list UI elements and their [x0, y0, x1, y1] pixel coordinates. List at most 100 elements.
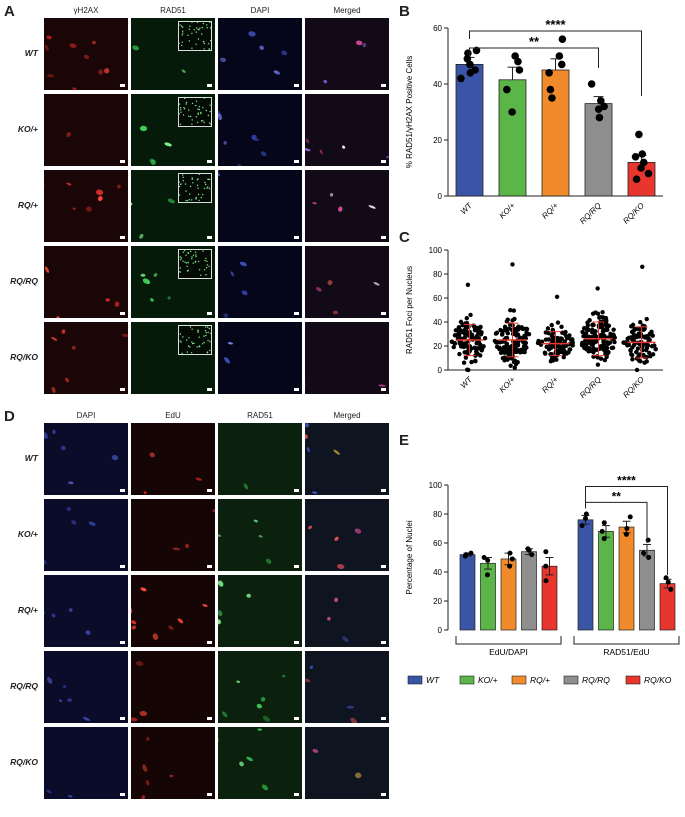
row-label: KO/+ — [17, 124, 38, 134]
focus-dot — [201, 26, 203, 29]
data-point — [597, 315, 602, 320]
row-label: RQ/RQ — [10, 276, 38, 286]
nucleus — [44, 44, 49, 51]
data-point — [650, 333, 655, 338]
y-tick-label: 20 — [433, 136, 442, 145]
data-point — [597, 97, 605, 105]
data-point — [638, 150, 647, 158]
focus-dot — [184, 97, 186, 100]
nucleus — [132, 45, 140, 51]
nucleus — [131, 607, 133, 613]
data-point — [521, 335, 527, 340]
nucleus — [202, 604, 208, 608]
nucleus — [281, 674, 286, 678]
focus-dot — [205, 326, 207, 328]
micrograph-cell — [44, 322, 128, 394]
nucleus — [305, 678, 311, 683]
focus-dot — [180, 257, 183, 259]
focus-dot — [196, 184, 199, 186]
nucleus — [195, 477, 202, 481]
focus-dot — [182, 32, 184, 34]
focus-dot — [184, 183, 187, 185]
nucleus — [61, 329, 66, 334]
data-point — [481, 344, 486, 349]
focus-dot — [191, 199, 193, 201]
significance-bracket — [585, 501, 648, 543]
data-point — [583, 511, 589, 517]
data-point — [555, 348, 561, 353]
row-label: RQ/KO — [10, 352, 38, 362]
focus-dot — [181, 41, 183, 43]
focus-dot — [195, 43, 197, 45]
data-point — [479, 330, 484, 335]
data-point — [559, 324, 564, 330]
data-point — [539, 339, 545, 344]
focus-dot — [179, 123, 182, 125]
focus-dot — [197, 38, 200, 40]
data-point — [536, 338, 541, 344]
micrograph-cell — [305, 423, 389, 495]
bar — [500, 558, 517, 631]
micrograph-cell — [131, 246, 215, 318]
nucleus — [44, 266, 50, 273]
data-point — [485, 557, 491, 563]
column-header: EdU — [165, 411, 181, 420]
focus-dot — [191, 47, 193, 49]
nucleus — [149, 158, 154, 163]
data-point — [595, 311, 601, 316]
data-point — [462, 553, 468, 559]
nucleus — [72, 87, 77, 90]
scale-bar — [207, 641, 212, 644]
focus-dot — [194, 261, 197, 263]
micrograph-cell — [44, 94, 128, 166]
data-point — [492, 338, 498, 344]
micrograph-nuclei — [44, 266, 120, 318]
nucleus — [47, 676, 53, 684]
data-point — [599, 528, 605, 534]
scale-bar — [294, 565, 299, 568]
data-point — [601, 520, 607, 526]
nucleus — [311, 494, 316, 495]
bar — [541, 69, 570, 197]
focus-dot — [198, 173, 200, 175]
data-point — [474, 350, 479, 355]
nucleus — [354, 772, 362, 779]
scale-bar — [207, 717, 212, 720]
data-point — [630, 322, 636, 328]
scale-bar — [294, 489, 299, 492]
row-label: KO/+ — [17, 529, 38, 539]
micrograph-cell — [44, 727, 128, 799]
micrograph-nuclei — [131, 651, 148, 722]
focus-dot — [188, 337, 190, 339]
micrograph-cell — [131, 423, 215, 495]
data-point — [494, 330, 500, 336]
focus-dot — [198, 345, 201, 347]
data-point — [456, 332, 462, 338]
micrograph-cell — [218, 727, 302, 799]
data-point — [644, 169, 653, 178]
focus-dot — [200, 120, 203, 122]
nucleus — [246, 756, 254, 762]
panel-letter-d: D — [4, 408, 15, 425]
group-label: RAD51/EdU — [603, 647, 649, 657]
scale-bar — [294, 641, 299, 644]
x-tick-label: KO/+ — [498, 201, 518, 221]
data-point — [562, 351, 567, 357]
nucleus — [319, 149, 323, 155]
data-point — [545, 69, 553, 77]
data-point — [600, 329, 606, 334]
data-point — [512, 365, 517, 370]
focus-dot — [196, 27, 198, 29]
data-point — [584, 327, 589, 332]
focus-dot — [178, 103, 181, 105]
focus-dot — [208, 122, 211, 124]
focus-dot — [209, 104, 211, 106]
data-point — [548, 94, 556, 102]
focus-dot — [201, 33, 203, 35]
nucleus — [51, 613, 56, 618]
nucleus — [66, 132, 71, 138]
micrograph-nuclei — [305, 380, 386, 387]
data-point — [468, 550, 474, 556]
x-tick-label: RQ/+ — [540, 201, 560, 221]
scale-bar — [381, 160, 386, 163]
